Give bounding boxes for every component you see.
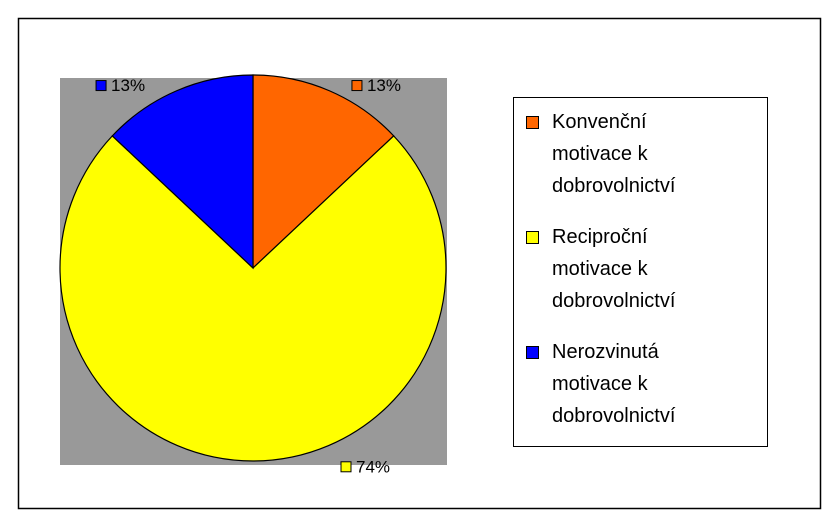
- pie-slice: [111, 74, 254, 270]
- data-label: 74%: [356, 457, 390, 476]
- data-label: 13%: [367, 76, 401, 95]
- legend-swatch: [526, 116, 539, 129]
- pie-slice: [252, 74, 395, 270]
- legend-entry: Nerozvinutá motivace k dobrovolnictví: [526, 336, 732, 432]
- data-label-swatch: [351, 80, 363, 92]
- legend-label: Reciproční motivace k dobrovolnictví: [552, 226, 676, 312]
- legend-swatch: [526, 346, 539, 359]
- data-label-swatch: [95, 80, 107, 92]
- legend: Konvenční motivace k dobrovolnictví Recip…: [513, 97, 768, 447]
- legend-label: Konvenční motivace k dobrovolnictví: [552, 111, 676, 197]
- legend-swatch: [526, 231, 539, 244]
- legend-entry: Konvenční motivace k dobrovolnictví: [526, 106, 732, 202]
- legend-entry: Reciproční motivace k dobrovolnictví: [526, 221, 732, 317]
- legend-label: Nerozvinutá motivace k dobrovolnictví: [552, 341, 676, 427]
- data-label: 13%: [111, 76, 145, 95]
- data-label-swatch: [340, 461, 352, 473]
- pie-slice: [59, 135, 447, 462]
